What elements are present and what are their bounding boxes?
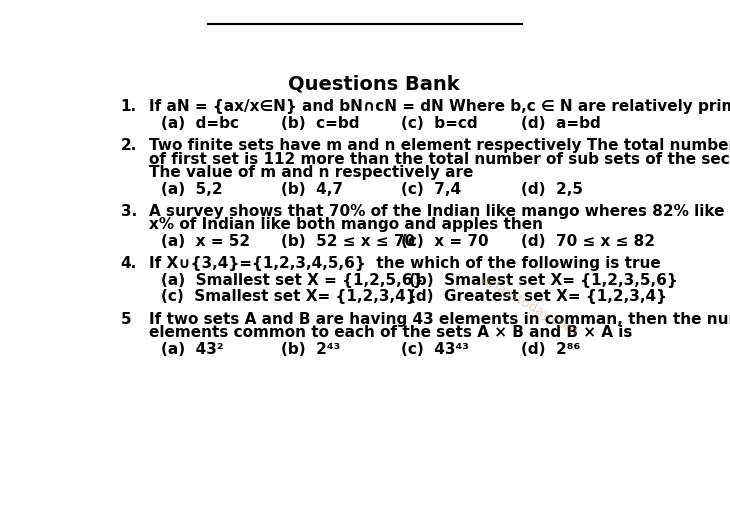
Text: 3.: 3.	[120, 204, 137, 219]
Text: A survey shows that 70% of the Indian like mango wheres 82% like apple. If: A survey shows that 70% of the Indian li…	[150, 204, 730, 219]
Text: Questions Bank: Questions Bank	[288, 75, 460, 93]
Text: (c)  x = 70: (c) x = 70	[402, 234, 489, 249]
Text: (b)  Smalest set X= {1,2,3,5,6}: (b) Smalest set X= {1,2,3,5,6}	[409, 273, 677, 288]
Text: (c)  7,4: (c) 7,4	[402, 182, 461, 196]
Text: 1.: 1.	[120, 99, 137, 114]
Text: of first set is 112 more than the total number of sub sets of the second set: of first set is 112 more than the total …	[150, 152, 730, 166]
Text: (c)  Smallest set X= {1,2,3,4}: (c) Smallest set X= {1,2,3,4}	[161, 289, 417, 304]
Text: Two finite sets have m and n element respectively The total number of subsets: Two finite sets have m and n element res…	[150, 139, 730, 153]
Text: aclasstoday.com: aclasstoday.com	[478, 272, 580, 339]
Text: The value of m and n respectively are: The value of m and n respectively are	[150, 165, 474, 180]
Text: (b)  c=bd: (b) c=bd	[281, 116, 360, 131]
Text: (d)  Greatest set X= {1,2,3,4}: (d) Greatest set X= {1,2,3,4}	[409, 289, 667, 304]
Text: 2.: 2.	[120, 139, 137, 153]
Text: (a)  43²: (a) 43²	[161, 342, 223, 357]
Text: If X∪{3,4}={1,2,3,4,5,6}  the which of the following is true: If X∪{3,4}={1,2,3,4,5,6} the which of th…	[150, 256, 661, 271]
Text: (a)  x = 52: (a) x = 52	[161, 234, 250, 249]
Text: (d)  2,5: (d) 2,5	[521, 182, 583, 196]
Text: If aN = {ax/x∈N} and bN∩cN = dN Where b,c ∈ N are relatively prime then: If aN = {ax/x∈N} and bN∩cN = dN Where b,…	[150, 99, 730, 114]
Text: (d)  2⁸⁶: (d) 2⁸⁶	[521, 342, 580, 357]
Text: (d)  70 ≤ x ≤ 82: (d) 70 ≤ x ≤ 82	[521, 234, 656, 249]
Text: (b)  4,7: (b) 4,7	[281, 182, 343, 196]
Text: 5: 5	[120, 312, 131, 327]
Text: (d)  a=bd: (d) a=bd	[521, 116, 601, 131]
Text: (a)  Smallest set X = {1,2,5,6}: (a) Smallest set X = {1,2,5,6}	[161, 273, 423, 288]
Text: (b)  2⁴³: (b) 2⁴³	[281, 342, 340, 357]
Text: elements common to each of the sets A × B and B × A is: elements common to each of the sets A × …	[150, 325, 633, 340]
Text: (c)  43⁴³: (c) 43⁴³	[402, 342, 469, 357]
Text: (c)  b=cd: (c) b=cd	[402, 116, 478, 131]
Text: x% of Indian like both mango and apples then: x% of Indian like both mango and apples …	[150, 217, 543, 232]
Text: (a)  5,2: (a) 5,2	[161, 182, 223, 196]
Text: (b)  52 ≤ x ≤ 70: (b) 52 ≤ x ≤ 70	[281, 234, 415, 249]
Text: 4.: 4.	[120, 256, 137, 271]
Text: (a)  d=bc: (a) d=bc	[161, 116, 239, 131]
Text: If two sets A and B are having 43 elements in comman, then the number of: If two sets A and B are having 43 elemen…	[150, 312, 730, 327]
